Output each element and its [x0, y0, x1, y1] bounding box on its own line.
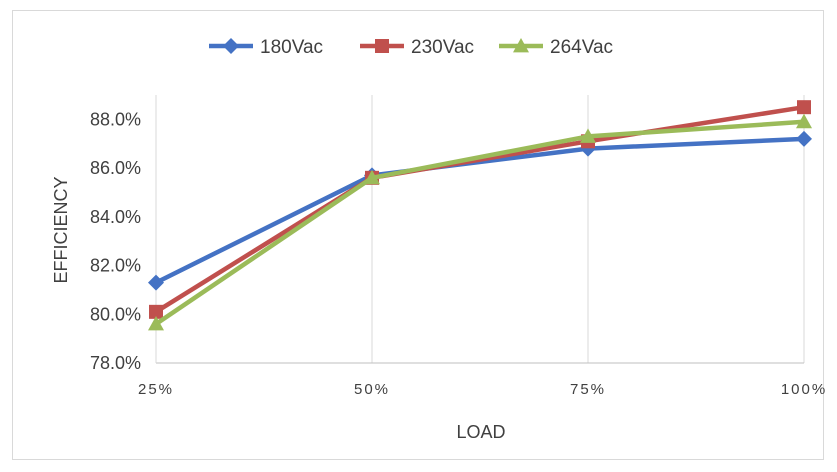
y-tick-label: 78.0%: [90, 353, 141, 373]
data-point: [797, 100, 811, 115]
legend-label: 230Vac: [411, 37, 474, 58]
y-tick-label: 86.0%: [90, 158, 141, 178]
legend-item: 264Vac: [499, 37, 613, 58]
x-tick-label: 50%: [354, 381, 390, 398]
data-point: [580, 128, 596, 143]
legend-marker: [223, 38, 239, 54]
y-tick-label: 80.0%: [90, 304, 141, 324]
series-180Vac: [148, 130, 812, 291]
legend: 180Vac 230Vac 264Vac: [209, 37, 613, 58]
axes: 25% 50% 75% 100% 78.0% 80.0% 82.0% 84.0% 86.0% 88…: [90, 95, 827, 398]
series-group: [148, 100, 812, 331]
data-point: [148, 274, 164, 291]
x-tick-label: 75%: [570, 381, 606, 398]
chart-area: [12, 10, 824, 460]
series-line: [154, 104, 805, 314]
legend-marker: [375, 39, 389, 53]
x-axis-title: LOAD: [456, 422, 505, 442]
data-point: [796, 130, 812, 147]
series-230Vac: [149, 100, 811, 319]
data-point: [149, 304, 163, 319]
data-point: [148, 316, 164, 331]
series-264Vac: [148, 113, 812, 331]
y-tick-label: 82.0%: [90, 256, 141, 276]
legend-item: 230Vac: [360, 37, 474, 58]
y-tick-label: 88.0%: [90, 109, 141, 129]
legend-label: 264Vac: [550, 37, 613, 58]
series-line: [154, 136, 805, 285]
legend-marker: [513, 38, 529, 53]
data-point: [796, 113, 812, 129]
data-point: [364, 169, 380, 185]
x-tick-label: 100%: [781, 381, 827, 398]
legend-item: 180Vac: [209, 37, 323, 58]
y-tick-label: 84.0%: [90, 207, 141, 227]
legend-label: 180Vac: [260, 37, 323, 58]
x-tick-label: 25%: [138, 381, 174, 398]
series-line: [154, 119, 805, 326]
y-axis-title: EFFICIENCY: [51, 176, 71, 283]
